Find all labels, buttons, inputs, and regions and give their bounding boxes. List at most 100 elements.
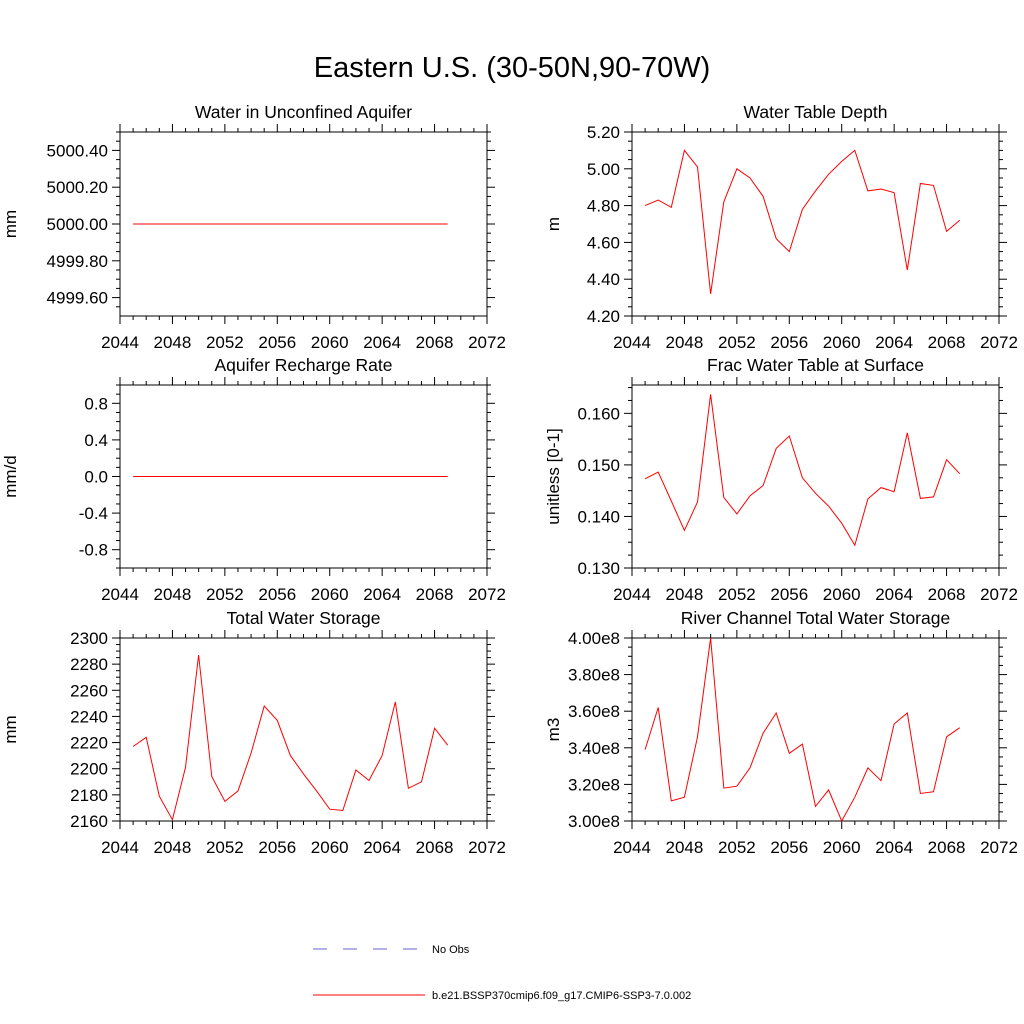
y-tick-label: 0.140 [577,507,620,526]
x-tick-label: 2068 [928,838,966,857]
panel-title: Water in Unconfined Aquifer [195,102,412,122]
y-tick-label: 0.150 [577,456,620,475]
plot-frame [119,637,488,822]
y-tick-label: 2160 [70,812,108,831]
y-tick-label: 0.130 [577,559,620,578]
x-tick-label: 2072 [980,585,1018,604]
chart-panel: Water Table Depth 2044 2048 2052 2056 2060 206… [544,102,1018,352]
plot-frame [631,384,1000,569]
x-tick-label: 2072 [980,838,1018,857]
chart-panel: Total Water Storage 2044 2048 2052 2056 2060 2… [1,608,506,857]
x-tick-label: 2048 [666,333,704,352]
panel-title: Frac Water Table at Surface [707,355,924,375]
y-tick-label: 0.8 [84,394,108,413]
y-tick-label: 4.80 [587,197,620,216]
x-tick-label: 2044 [613,838,651,857]
x-tick-label: 2060 [823,333,861,352]
y-tick-label: 4999.60 [47,289,108,308]
x-tick-label: 2052 [718,838,756,857]
x-tick-label: 2056 [258,838,296,857]
x-tick-label: 2068 [416,585,454,604]
x-tick-label: 2072 [468,585,506,604]
x-tick-label: 2052 [206,333,244,352]
x-tick-label: 2056 [258,585,296,604]
x-tick-label: 2068 [416,333,454,352]
x-tick-label: 2064 [363,585,401,604]
y-tick-label: 3.20e8 [568,775,620,794]
y-axis-label: m3 [544,718,563,742]
x-tick-label: 2048 [666,585,704,604]
y-tick-label: 3.60e8 [568,702,620,721]
x-tick-label: 2056 [770,333,808,352]
x-tick-label: 2060 [311,333,349,352]
y-tick-label: 2240 [70,707,108,726]
x-tick-label: 2072 [468,333,506,352]
plot-frame [631,637,1000,822]
y-axis-label: mm [1,210,20,238]
x-tick-label: 2072 [980,333,1018,352]
x-tick-label: 2048 [666,838,704,857]
chart-panel: River Channel Total Water Storage 2044 204… [544,608,1018,857]
x-tick-label: 2044 [613,585,651,604]
series-line [644,394,961,547]
panel-title: Aquifer Recharge Rate [214,355,392,375]
y-tick-label: 0.4 [84,431,108,450]
x-tick-label: 2056 [770,585,808,604]
x-tick-label: 2064 [875,333,913,352]
y-tick-label: 4.20 [587,307,620,326]
y-tick-label: 4.40 [587,270,620,289]
y-tick-label: 5000.40 [47,141,108,160]
y-tick-label: -0.4 [79,504,108,523]
x-tick-label: 2052 [206,585,244,604]
x-tick-label: 2064 [875,585,913,604]
panel-title: Total Water Storage [226,608,380,628]
x-tick-label: 2060 [823,838,861,857]
x-tick-label: 2064 [363,333,401,352]
y-tick-label: -0.8 [79,541,108,560]
legend-obs-label: No Obs [432,944,470,956]
y-tick-label: 4.60 [587,233,620,252]
x-tick-label: 2060 [311,838,349,857]
y-tick-label: 2180 [70,786,108,805]
y-tick-label: 5.00 [587,160,620,179]
y-tick-label: 4.00e8 [568,629,620,648]
y-axis-label: unitless [0-1] [544,428,563,524]
x-tick-label: 2064 [875,838,913,857]
y-tick-label: 3.00e8 [568,812,620,831]
x-tick-label: 2064 [363,838,401,857]
x-tick-label: 2044 [101,333,139,352]
x-tick-label: 2072 [468,838,506,857]
panel-title: Water Table Depth [744,102,888,122]
y-tick-label: 2260 [70,681,108,700]
x-tick-label: 2052 [718,333,756,352]
y-axis-label: m [544,217,563,231]
chart-panel: Water in Unconfined Aquifer 2044 2048 2052 2… [1,102,506,352]
x-tick-label: 2068 [416,838,454,857]
x-tick-label: 2052 [718,585,756,604]
plot-frame [631,131,1000,317]
x-tick-label: 2044 [101,585,139,604]
x-tick-label: 2044 [101,838,139,857]
y-axis-label: mm [1,715,20,743]
x-tick-label: 2056 [258,333,296,352]
panel-title: River Channel Total Water Storage [681,608,950,628]
series-line [644,149,961,294]
x-tick-label: 2068 [928,585,966,604]
y-tick-label: 5000.20 [47,178,108,197]
y-tick-label: 2300 [70,629,108,648]
x-tick-label: 2048 [154,585,192,604]
legend-series-label: b.e21.BSSP370cmip6.f09_g17.CMIP6-SSP3-7.… [432,990,691,1002]
x-tick-label: 2052 [206,838,244,857]
x-tick-label: 2060 [823,585,861,604]
chart-panel: Aquifer Recharge Rate 2044 2048 2052 2056 206… [1,355,506,604]
y-tick-label: 2200 [70,760,108,779]
x-tick-label: 2048 [154,333,192,352]
y-tick-label: 0.160 [577,404,620,423]
legend: No Obs b.e21.BSSP370cmip6.f09_g17.CMIP6-… [313,944,691,1002]
y-tick-label: 3.80e8 [568,666,620,685]
y-tick-label: 2280 [70,655,108,674]
x-tick-label: 2060 [311,585,349,604]
x-tick-label: 2056 [770,838,808,857]
page-title: Eastern U.S. (30-50N,90-70W) [313,52,711,84]
